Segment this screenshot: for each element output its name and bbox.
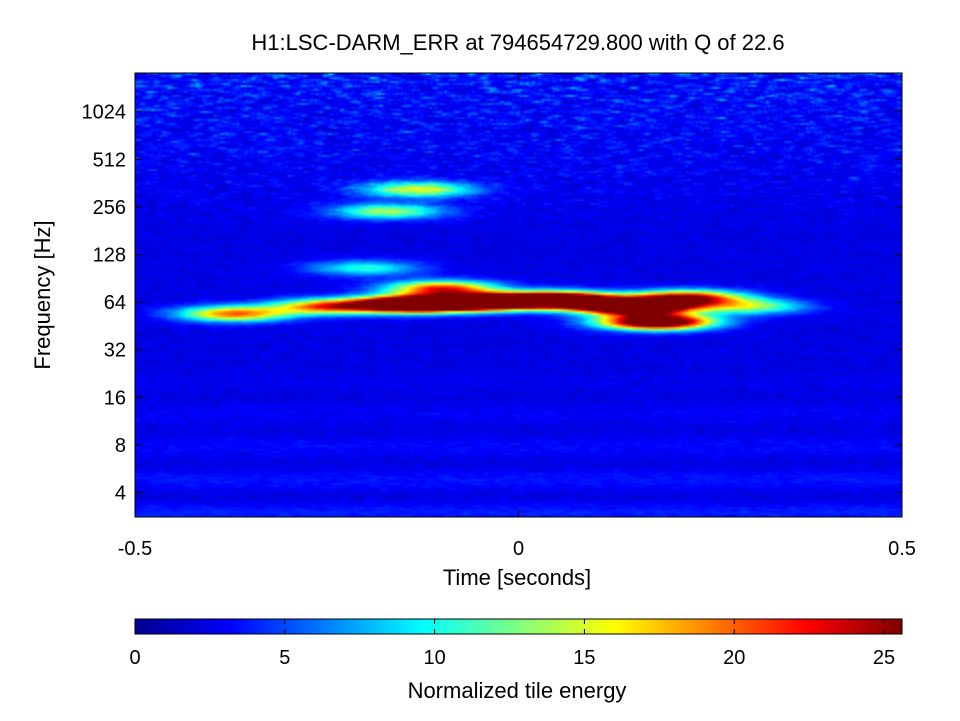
y-tick-label: 256	[93, 197, 126, 219]
y-tick-label: 512	[93, 149, 126, 171]
y-tick-label: 64	[104, 292, 126, 314]
x-axis-ticks: -0.5 0 0.5	[118, 73, 916, 560]
colorbar-ticks: 0 5 10 15 20 25	[129, 619, 895, 669]
y-tick-label: 1024	[82, 102, 127, 124]
chart-title: H1:LSC-DARM_ERR at 794654729.800 with Q …	[251, 30, 784, 55]
y-axis-ticks: 4 8 16 32 64 128 256 512 1024	[82, 102, 902, 505]
y-tick-label: 32	[104, 340, 126, 362]
x-tick-label: -0.5	[118, 538, 152, 560]
colorbar-tick-label: 20	[723, 647, 745, 669]
y-tick-label: 8	[115, 435, 126, 457]
colorbar-label: Normalized tile energy	[408, 678, 627, 703]
x-axis-label: Time [seconds]	[443, 565, 591, 590]
y-tick-label: 128	[93, 245, 126, 267]
y-axis-label: Frequency [Hz]	[30, 220, 55, 369]
colorbar-tick-label: 0	[129, 647, 140, 669]
x-tick-label: 0	[513, 538, 524, 560]
x-tick-label: 0.5	[888, 538, 916, 560]
plot-area: 4 8 16 32 64 128 256 512 1024 -0.5 0 0.5	[82, 72, 916, 560]
colorbar-tick-label: 15	[573, 647, 595, 669]
colorbar-tick-label: 5	[279, 647, 290, 669]
colorbar-tick-label: 10	[423, 647, 445, 669]
colorbar-tick-label: 25	[873, 647, 895, 669]
y-tick-label: 16	[104, 387, 126, 409]
colorbar-gradient	[134, 618, 903, 635]
spectrogram-heatmap	[135, 73, 902, 517]
colorbar: 0 5 10 15 20 25 Normalized tile energy	[129, 618, 903, 703]
y-tick-label: 4	[115, 483, 126, 505]
